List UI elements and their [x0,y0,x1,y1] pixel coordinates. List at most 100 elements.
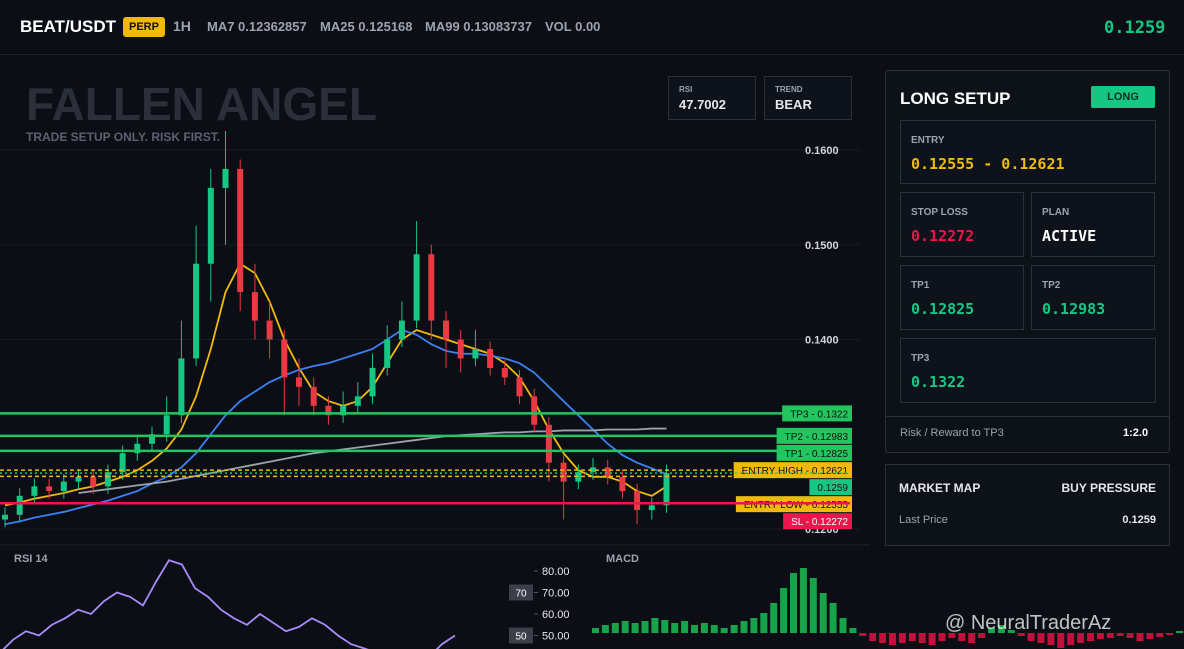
card-value: 0.12825 [911,300,975,318]
candle-body [75,476,82,482]
candle-body [663,473,670,506]
card-label: TP3 [911,353,930,364]
charts: FALLEN ANGEL TRADE SETUP ONLY. RISK FIRS… [0,78,870,649]
macd-bar [799,568,807,633]
last-value: 0.1259 [1122,514,1156,526]
macd-bar [592,628,599,633]
candle-body [2,514,8,520]
panel-title: LONG SETUP [900,89,1011,108]
long-badge: LONG [1091,86,1155,108]
macd-bar [681,621,689,633]
candle-body [325,405,332,416]
candle-body [281,339,288,378]
rr-label: Risk / Reward to TP3 [900,427,1004,439]
candle-body [590,467,596,473]
macd-bar [918,633,926,643]
candle-body [634,491,641,511]
trend-stat: TREND BEAR [764,76,852,120]
candle-body [457,339,464,359]
macd-bar [671,623,679,633]
candle-body [90,476,97,487]
symbol: BEAT/USDT [20,17,117,36]
macd-bar [720,628,728,633]
card-label: PLAN [1042,207,1070,218]
rsi-tick-label: 60.00 [542,609,570,621]
level-tag [733,462,852,479]
level-label: TP3 - 0.1322 [782,405,852,422]
macd-bar [651,618,659,633]
macd-bar [889,633,896,645]
card: PLAN ACTIVE [1031,192,1155,257]
candle-body [472,348,479,359]
level-label: ENTRY HIGH - 0.12621 [733,462,852,479]
card-label: TP2 [1042,280,1061,291]
candle-body [237,168,244,293]
candle-body [16,495,23,515]
candle-body [46,486,53,492]
macd-bar [908,633,916,641]
rsi-marker [509,584,533,601]
candle-body [398,320,405,340]
macd-title: MACD [606,553,639,565]
macd-bar [1007,630,1015,633]
macd-bar [710,625,718,633]
ma7: MA7 0.12362857 [207,19,307,34]
macd-bar [938,633,946,641]
level-tag [776,444,852,461]
candle-body [251,292,258,321]
candle-body [178,358,185,416]
candle-body [207,187,214,264]
candle-body [516,377,523,397]
candle-body [619,476,626,492]
candle-body [428,254,435,321]
candle-body [193,263,200,359]
level-text: SL - 0.12272 [791,517,848,528]
macd-bar [740,621,748,633]
candle-body [648,505,655,511]
candle-body [149,434,155,444]
macd-bar [988,628,995,633]
macd-bar [1027,633,1035,641]
last-label: Last Price [899,514,948,526]
level-text: 0.1259 [817,483,848,494]
macd-bar [839,618,847,633]
ma-line [78,427,667,494]
candle-body [31,486,38,496]
card-label: TP1 [911,280,930,291]
macd-bar [859,633,867,636]
rsi-tick-label: 80.00 [542,566,570,578]
macd-bar [958,633,966,641]
macd-bar [869,633,877,641]
macd-bar [1096,633,1104,639]
rr-value: 1:2.0 [1123,427,1149,439]
top-bar: BEAT/USDT PERP 1H MA7 0.12362857 MA25 0.… [0,0,1184,55]
macd-bar [661,620,669,633]
rsi-marker-label: 70 [515,589,527,600]
card-label: ENTRY [911,135,945,146]
candle-body [296,377,302,387]
rsi-chart: 80.00 70.00 60.00 50.00 70 50 [2,559,570,649]
macd-bar [1047,633,1055,645]
rsi-tick-label: 50.00 [542,631,570,643]
market-panel: MARKET MAP BUY PRESSURE Last Price 0.125… [885,464,1170,546]
stat-label: TREND [775,85,803,94]
hero-subtitle: TRADE SETUP ONLY. RISK FIRST. [26,130,220,144]
rsi-marker [509,627,533,644]
rsi-line [2,559,456,649]
macd-bar [601,625,609,633]
macd-bar [1136,633,1144,641]
candle-body [163,415,170,435]
stat-label: RSI [679,85,693,94]
macd-bar [1067,633,1075,645]
card: TP3 0.1322 [900,338,1156,403]
candle-body [354,396,361,406]
timeframe[interactable]: 1H [173,18,191,34]
candle-body [266,320,273,340]
macd-bar [849,628,857,633]
rsi-plot [2,559,456,649]
card-value: 0.12983 [1042,300,1106,318]
candle-body [501,367,508,378]
macd-bar [809,578,817,633]
macd-bar [1106,633,1114,638]
